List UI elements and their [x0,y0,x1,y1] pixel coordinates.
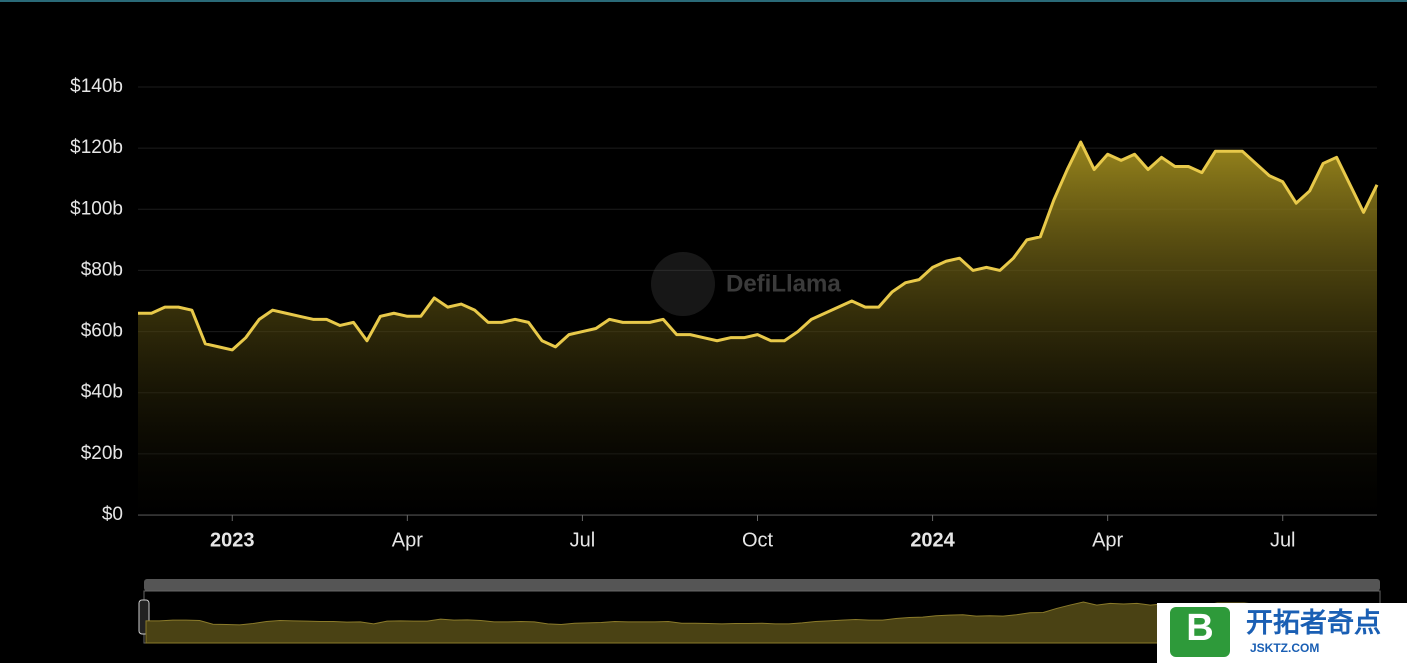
y-tick-label: $140b [70,76,123,97]
watermark: DefiLlama [651,252,841,316]
top-border [0,0,1407,2]
y-tick-label: $60b [81,321,123,342]
badge-logo: B [1186,607,1213,649]
x-tick-label: Apr [392,529,423,551]
badge-url: JSKTZ.COM [1250,641,1319,655]
y-tick-label: $80b [81,259,123,280]
badge-brand: 开拓者奇点 [1246,608,1381,638]
watermark-logo [651,252,715,316]
brush-bar[interactable] [144,579,1380,591]
overlay-badge: B 开拓者奇点 JSKTZ.COM [1157,603,1407,663]
y-tick-label: $100b [70,198,123,219]
x-tick-label: Jul [1270,529,1296,551]
y-tick-label: $40b [81,382,123,403]
y-tick-label: $20b [81,443,123,464]
x-tick-label: Jul [570,529,596,551]
y-tick-label: $0 [102,504,123,525]
x-tick-label: 2024 [910,529,955,551]
x-tick-label: Oct [742,529,774,551]
x-tick-label: Apr [1092,529,1123,551]
watermark-text: DefiLlama [726,270,841,297]
area-line [138,140,1379,352]
area-fill [138,142,1377,515]
badge-logo-bg [1170,607,1230,657]
x-tick-label: 2023 [210,529,255,551]
y-tick-label: $120b [70,137,123,158]
